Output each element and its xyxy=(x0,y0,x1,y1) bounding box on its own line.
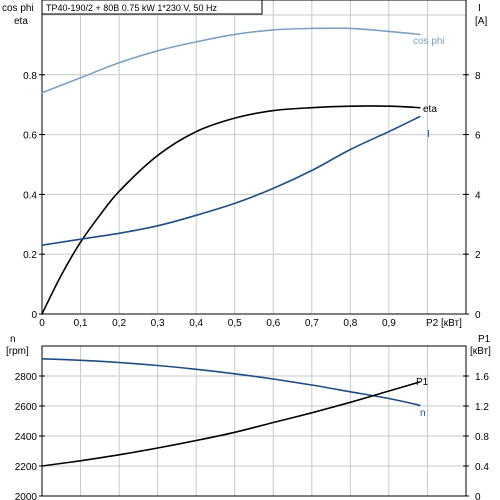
x-tick-label: 0,9 xyxy=(382,318,396,329)
top-plot-frame xyxy=(41,0,467,315)
right-tick-label: 1.6 xyxy=(475,372,489,383)
left-tick-label: 2000 xyxy=(15,492,38,500)
x-tick-label: 0,3 xyxy=(151,318,165,329)
x-tick-label: 0,8 xyxy=(343,318,357,329)
series-line-i xyxy=(41,115,421,246)
right-tick-label: 6 xyxy=(475,131,481,142)
right-tick-label: 1.2 xyxy=(475,402,489,413)
right-tick-label: 0 xyxy=(475,492,481,500)
title-box xyxy=(41,0,263,15)
left-tick-label: 0.4 xyxy=(23,190,37,201)
x-tick-label: 0,6 xyxy=(266,318,280,329)
bottom-plot-frame xyxy=(41,345,467,497)
right-tick-label: 4 xyxy=(475,190,481,201)
series-label-cosphi: cos phi xyxy=(413,36,445,47)
x-axis-label-p2: P2 [кВт] xyxy=(426,318,462,329)
right-tick-label: 0.8 xyxy=(475,432,489,443)
x-tick-label: 0,7 xyxy=(305,318,319,329)
series-label-p1: P1 xyxy=(416,377,429,388)
top-left-ticks: 0 0.2 0.4 0.6 0.8 xyxy=(23,71,45,321)
bottom-left-ticks: 2000 2200 2400 2600 2800 xyxy=(15,372,45,500)
left-axis-label-eta: eta xyxy=(14,16,28,27)
left-tick-label: 2600 xyxy=(15,402,38,413)
right-axis-label-i: I xyxy=(478,3,481,14)
right-tick-label: 0.4 xyxy=(475,462,489,473)
bottom-right-ticks: 0 0.4 0.8 1.2 1.6 xyxy=(463,372,489,500)
x-tick-label: 0,5 xyxy=(228,318,242,329)
top-right-ticks: 0 2 4 6 8 xyxy=(463,71,481,321)
right-axis-label-amps: [A] xyxy=(475,16,487,27)
left-axis-label-rpm: [rpm] xyxy=(6,346,29,357)
series-line-cos-phi xyxy=(41,27,421,94)
x-tick-label: 0 xyxy=(39,318,45,329)
left-tick-label: 0.6 xyxy=(23,131,37,142)
top-grid xyxy=(41,0,466,314)
series-line-n xyxy=(41,358,421,407)
top-curves xyxy=(41,27,421,315)
x-tick-label: 0,4 xyxy=(189,318,203,329)
right-tick-label: 8 xyxy=(475,71,481,82)
left-axis-label-n: n xyxy=(10,334,16,345)
right-tick-label: 0 xyxy=(475,310,481,321)
left-tick-label: 0 xyxy=(31,310,37,321)
left-tick-label: 2200 xyxy=(15,462,38,473)
x-tick-label: 0,1 xyxy=(74,318,88,329)
series-label-i: I xyxy=(427,129,430,140)
series-label-n: n xyxy=(420,408,426,419)
left-tick-label: 2800 xyxy=(15,372,38,383)
right-tick-label: 2 xyxy=(475,250,481,261)
series-line-eta xyxy=(41,105,421,315)
left-tick-label: 2400 xyxy=(15,432,38,443)
left-tick-label: 0.2 xyxy=(23,250,37,261)
bottom-curves xyxy=(41,358,421,467)
series-line-p1 xyxy=(41,381,421,467)
right-axis-label-kw: [кВт] xyxy=(470,346,491,357)
left-tick-label: 0.8 xyxy=(23,71,37,82)
chart-title: TP40-190/2 + 80B 0.75 kW 1*230 V, 50 Hz xyxy=(46,3,218,13)
left-axis-label-cosphi: cos phi xyxy=(2,3,34,14)
right-axis-label-p1: P1 xyxy=(478,334,491,345)
series-label-eta: eta xyxy=(423,104,437,115)
top-x-ticks: 0 0,1 0,2 0,3 0,4 0,5 0,6 0,7 0,8 0,9 xyxy=(39,318,396,329)
x-tick-label: 0,2 xyxy=(112,318,126,329)
